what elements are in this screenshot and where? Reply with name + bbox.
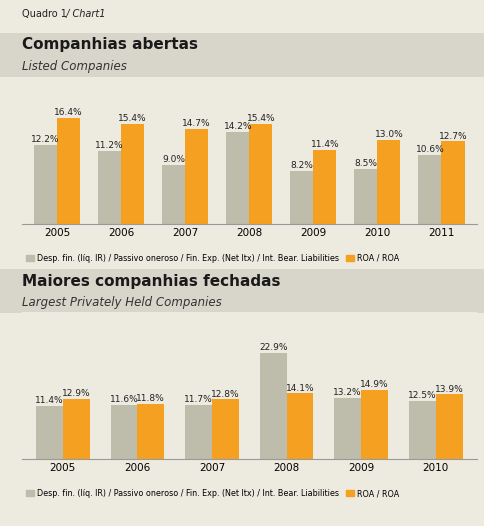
- Bar: [436, 394, 463, 459]
- Text: 8.5%: 8.5%: [354, 159, 378, 168]
- Bar: [260, 353, 287, 459]
- Text: 14.7%: 14.7%: [182, 118, 211, 128]
- Bar: [57, 118, 80, 224]
- Text: 11.4%: 11.4%: [35, 396, 64, 405]
- Bar: [354, 169, 378, 224]
- Text: 13.9%: 13.9%: [435, 385, 464, 393]
- Text: 11.4%: 11.4%: [311, 140, 339, 149]
- Bar: [185, 404, 212, 459]
- Text: 14.2%: 14.2%: [224, 122, 252, 131]
- Bar: [419, 155, 441, 224]
- Bar: [98, 151, 121, 224]
- Bar: [334, 398, 361, 459]
- Legend: Desp. fin. (líq. IR) / Passivo oneroso / Fin. Exp. (Net Itx) / Int. Bear. Liabil: Desp. fin. (líq. IR) / Passivo oneroso /…: [26, 489, 399, 498]
- Text: 15.4%: 15.4%: [246, 114, 275, 123]
- Text: Maiores companhias fechadas: Maiores companhias fechadas: [22, 274, 280, 289]
- Text: / Chart1: / Chart1: [63, 9, 106, 19]
- Bar: [378, 139, 400, 224]
- Bar: [110, 405, 137, 459]
- Text: Quadro 1: Quadro 1: [22, 9, 67, 19]
- Text: 9.0%: 9.0%: [162, 155, 185, 165]
- Text: 12.2%: 12.2%: [31, 135, 60, 144]
- Text: 14.9%: 14.9%: [360, 380, 389, 389]
- Legend: Desp. fin. (líq. IR) / Passivo oneroso / Fin. Exp. (Net Itx) / Int. Bear. Liabil: Desp. fin. (líq. IR) / Passivo oneroso /…: [26, 254, 399, 263]
- Text: 15.4%: 15.4%: [118, 114, 147, 123]
- Text: Largest Privately Held Companies: Largest Privately Held Companies: [22, 296, 222, 309]
- Text: 12.5%: 12.5%: [408, 391, 437, 400]
- Bar: [36, 406, 63, 459]
- Bar: [226, 132, 249, 224]
- Text: 12.7%: 12.7%: [439, 132, 468, 140]
- Text: Listed Companies: Listed Companies: [22, 59, 127, 73]
- Text: 14.1%: 14.1%: [286, 384, 314, 393]
- Bar: [212, 399, 239, 459]
- Text: 11.8%: 11.8%: [136, 394, 165, 403]
- Bar: [361, 390, 388, 459]
- Bar: [185, 128, 208, 224]
- Bar: [137, 404, 164, 459]
- Text: 12.9%: 12.9%: [62, 389, 91, 398]
- Bar: [313, 150, 336, 224]
- Text: 8.2%: 8.2%: [290, 160, 313, 169]
- Text: 13.2%: 13.2%: [333, 388, 362, 397]
- Text: 10.6%: 10.6%: [416, 145, 444, 154]
- Bar: [249, 124, 272, 224]
- Bar: [441, 141, 465, 224]
- Text: 22.9%: 22.9%: [259, 343, 287, 352]
- Text: 11.2%: 11.2%: [95, 141, 124, 150]
- Text: 16.4%: 16.4%: [54, 108, 83, 117]
- Text: 11.7%: 11.7%: [184, 395, 213, 404]
- Bar: [409, 401, 436, 459]
- Text: Companhias abertas: Companhias abertas: [22, 37, 198, 52]
- Text: 12.8%: 12.8%: [211, 390, 240, 399]
- Bar: [34, 145, 57, 224]
- Bar: [287, 393, 314, 459]
- Bar: [121, 124, 144, 224]
- Bar: [290, 170, 313, 224]
- Text: 13.0%: 13.0%: [375, 129, 403, 138]
- Text: 11.6%: 11.6%: [109, 396, 138, 404]
- Bar: [162, 165, 185, 224]
- Bar: [63, 399, 90, 459]
